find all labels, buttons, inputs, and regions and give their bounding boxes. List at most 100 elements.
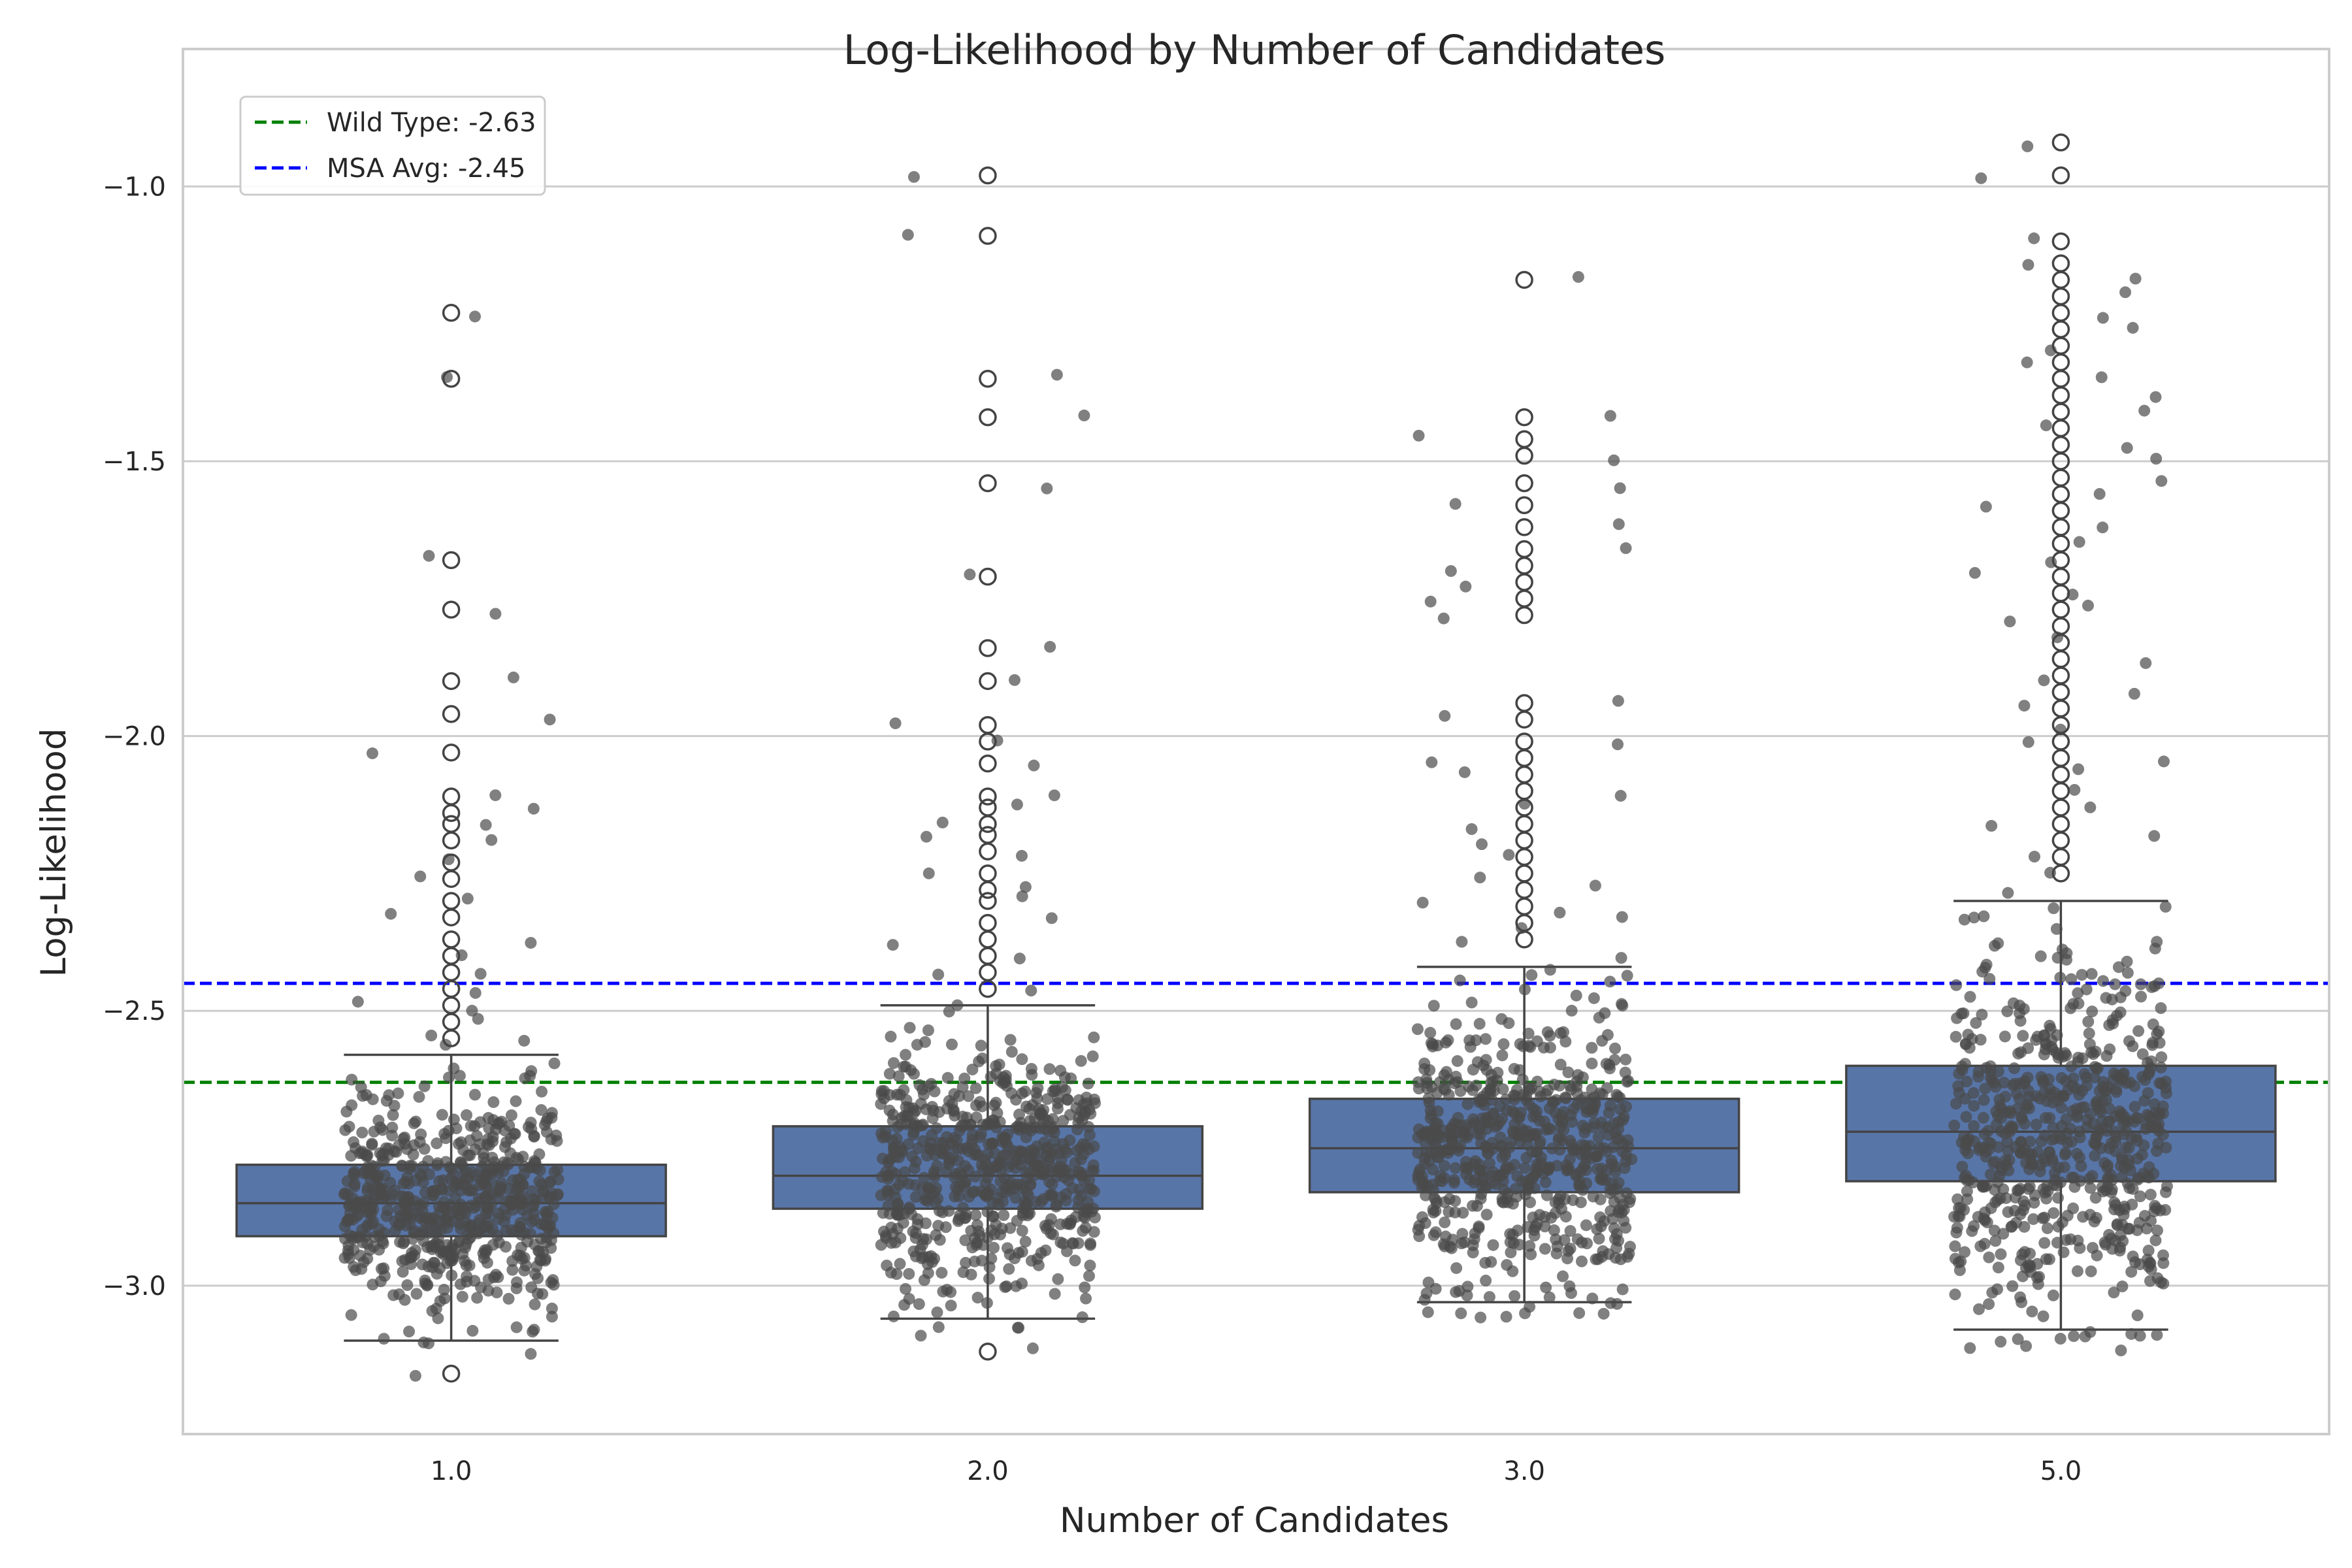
strip-point <box>1543 1291 1556 1303</box>
strip-point <box>1004 1034 1017 1046</box>
strip-point <box>2048 1086 2061 1099</box>
strip-point <box>1616 1283 1629 1296</box>
strip-point <box>529 1267 542 1280</box>
strip-point <box>418 1215 431 1227</box>
outlier-point <box>2051 232 2070 251</box>
strip-point <box>1043 1063 1056 1075</box>
strip-point <box>388 1100 400 1112</box>
strip-point <box>408 1225 421 1237</box>
strip-point <box>2110 1199 2122 1211</box>
strip-point <box>367 747 379 760</box>
strip-point <box>2038 1086 2051 1099</box>
strip-point <box>2006 1220 2018 1233</box>
strip-point <box>1609 1054 1621 1066</box>
strip-point <box>422 1154 434 1167</box>
outlier-point <box>442 804 461 823</box>
strip-point <box>969 1170 981 1183</box>
strip-point <box>2046 1134 2058 1146</box>
strip-point <box>510 1321 523 1333</box>
strip-point <box>1416 1181 1428 1194</box>
strip-point <box>1475 1311 1487 1324</box>
strip-point <box>529 1298 541 1311</box>
strip-point <box>1445 1242 1458 1254</box>
strip-point <box>892 1198 904 1211</box>
strip-point <box>2102 1081 2114 1093</box>
strip-point <box>998 1209 1010 1221</box>
strip-point <box>459 1207 472 1220</box>
strip-point <box>2134 1330 2146 1342</box>
strip-point <box>344 1198 356 1211</box>
strip-point <box>354 1249 367 1262</box>
x-tick-label: 1.0 <box>431 1456 472 1486</box>
strip-point <box>926 1101 938 1113</box>
strip-point <box>2014 1183 2027 1195</box>
strip-point <box>546 1311 558 1323</box>
strip-point <box>1616 1000 1629 1012</box>
strip-point <box>885 1030 897 1043</box>
strip-point <box>1062 1094 1074 1106</box>
strip-point <box>1078 1174 1090 1186</box>
x-tick-label: 2.0 <box>967 1456 1009 1486</box>
strip-point <box>880 1166 892 1178</box>
strip-point <box>461 1275 473 1288</box>
strip-point <box>941 1102 953 1115</box>
strip-point <box>1495 1139 1508 1152</box>
strip-point <box>887 1310 900 1322</box>
strip-point <box>2073 536 2085 548</box>
strip-point <box>2066 1171 2078 1184</box>
strip-point <box>2041 1222 2053 1234</box>
strip-point <box>1443 1205 1455 1218</box>
strip-point <box>2140 657 2152 669</box>
outlier-point <box>442 551 461 570</box>
strip-point <box>1416 1211 1428 1223</box>
strip-point <box>423 549 435 562</box>
strip-point <box>1544 1041 1556 1054</box>
strip-point <box>1049 1085 1061 1097</box>
strip-point <box>934 1233 946 1246</box>
strip-point <box>1956 1160 1968 1173</box>
strip-point <box>1533 1138 1546 1151</box>
strip-point <box>1032 1082 1044 1094</box>
strip-point <box>438 1284 450 1296</box>
strip-point <box>988 1241 1000 1254</box>
strip-point <box>527 1200 539 1213</box>
strip-point <box>1590 1253 1602 1266</box>
strip-point <box>487 1135 499 1148</box>
strip-point <box>2108 1125 2121 1137</box>
legend: Wild Type: -2.63 MSA Avg: -2.45 <box>239 95 546 196</box>
strip-point <box>1560 1036 1572 1048</box>
strip-point <box>941 1284 953 1296</box>
strip-point <box>2159 1203 2172 1216</box>
strip-point <box>1949 1288 1961 1301</box>
strip-point <box>964 1119 977 1131</box>
strip-point <box>1069 1254 1081 1267</box>
strip-point <box>500 1224 512 1237</box>
strip-point <box>464 1220 476 1233</box>
strip-point <box>1519 1162 1531 1174</box>
strip-point <box>1084 1239 1096 1251</box>
strip-point <box>2086 1005 2099 1018</box>
strip-point <box>1465 823 1478 836</box>
strip-point <box>1605 1154 1618 1167</box>
strip-point <box>2068 1330 2080 1343</box>
strip-point <box>453 1070 466 1082</box>
strip-point <box>975 1128 987 1140</box>
strip-point <box>2046 1096 2059 1109</box>
strip-point <box>1524 1240 1536 1252</box>
strip-point <box>463 1173 475 1185</box>
strip-point <box>1005 1045 1018 1058</box>
strip-point <box>466 1004 478 1017</box>
y-tick-label: −1.0 <box>103 172 166 202</box>
strip-point <box>918 1274 930 1286</box>
outlier-point <box>442 672 461 691</box>
strip-point <box>1950 979 1963 991</box>
strip-point <box>1085 1205 1098 1218</box>
strip-point <box>414 870 427 883</box>
strip-point <box>374 1275 387 1288</box>
strip-point <box>1541 1189 1553 1201</box>
strip-point <box>998 1132 1010 1145</box>
strip-point <box>983 1273 996 1285</box>
outlier-point <box>979 892 997 910</box>
strip-point <box>2038 674 2050 687</box>
strip-point <box>1575 1196 1587 1209</box>
